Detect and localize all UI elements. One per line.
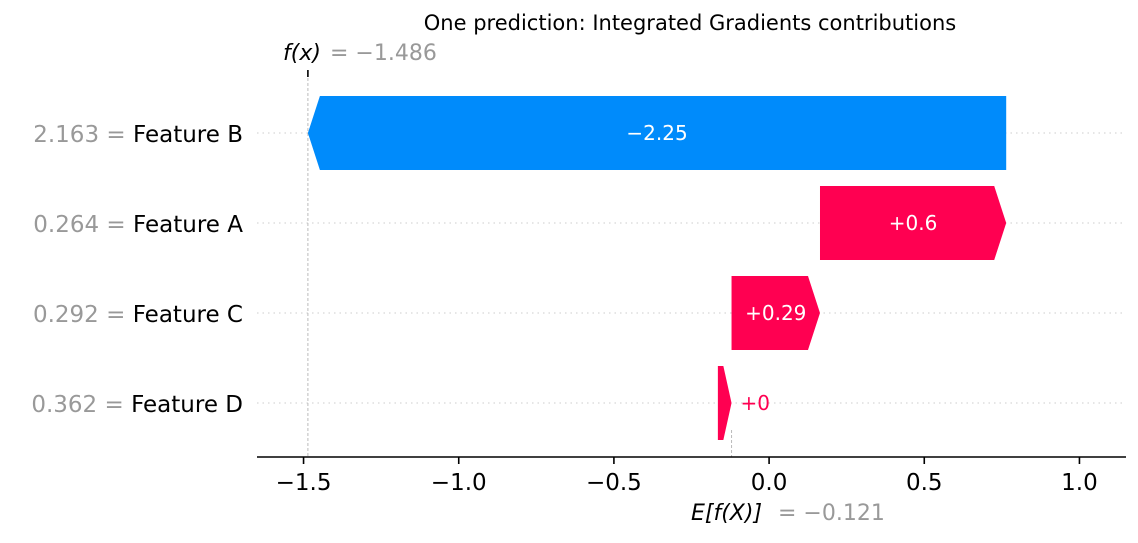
feature-value: 2.163 = xyxy=(33,122,133,148)
x-ticks: −1.5 −1.0 −0.5 0.0 0.5 1.0 xyxy=(276,457,1098,496)
x-tick-label: 0.5 xyxy=(906,470,943,496)
base-label: E[f(X)] xyxy=(691,501,762,526)
x-tick-label: −1.0 xyxy=(431,470,487,496)
gridlines xyxy=(257,132,1126,404)
feature-name: Feature B xyxy=(133,122,243,148)
feature-label: 0.292 = Feature C xyxy=(33,302,243,328)
chart-title: One prediction: Integrated Gradients con… xyxy=(424,11,956,35)
x-tick-label: 1.0 xyxy=(1061,470,1098,496)
output-label: f(x) xyxy=(283,41,321,66)
feature-labels: 2.163 = Feature B 0.264 = Feature A 0.292 … xyxy=(31,122,243,418)
bar-feature-a xyxy=(819,186,1007,260)
x-tick-label: −1.5 xyxy=(276,470,332,496)
bar-value-label: +0.6 xyxy=(889,211,938,235)
feature-name: Feature C xyxy=(133,302,243,328)
feature-value: 0.362 = xyxy=(31,392,131,418)
reference-lines xyxy=(307,70,733,457)
x-tick-label: −0.5 xyxy=(586,470,642,496)
output-annotation: f(x) = −1.486 xyxy=(283,41,437,66)
bar-feature-b xyxy=(307,96,1007,170)
feature-value: 0.292 = xyxy=(33,302,133,328)
bar-feature-d xyxy=(717,366,732,440)
x-tick-label: 0.0 xyxy=(751,470,788,496)
bar-value-label: +0 xyxy=(741,391,770,415)
bar-feature-c xyxy=(731,276,820,350)
bars: −2.25 +0.6 +0.29 +0 xyxy=(307,96,1007,440)
feature-name: Feature D xyxy=(131,392,243,418)
base-annotation: E[f(X)] = −0.121 xyxy=(691,501,885,526)
feature-label: 0.362 = Feature D xyxy=(31,392,243,418)
bar-value-label: −2.25 xyxy=(626,121,687,145)
base-value: = −0.121 xyxy=(778,501,885,526)
feature-name: Feature A xyxy=(133,212,243,238)
feature-value: 0.264 = xyxy=(33,212,133,238)
bar-value-label: +0.29 xyxy=(745,301,806,325)
output-value: = −1.486 xyxy=(330,41,437,66)
feature-label: 0.264 = Feature A xyxy=(33,212,243,238)
feature-label: 2.163 = Feature B xyxy=(33,122,243,148)
